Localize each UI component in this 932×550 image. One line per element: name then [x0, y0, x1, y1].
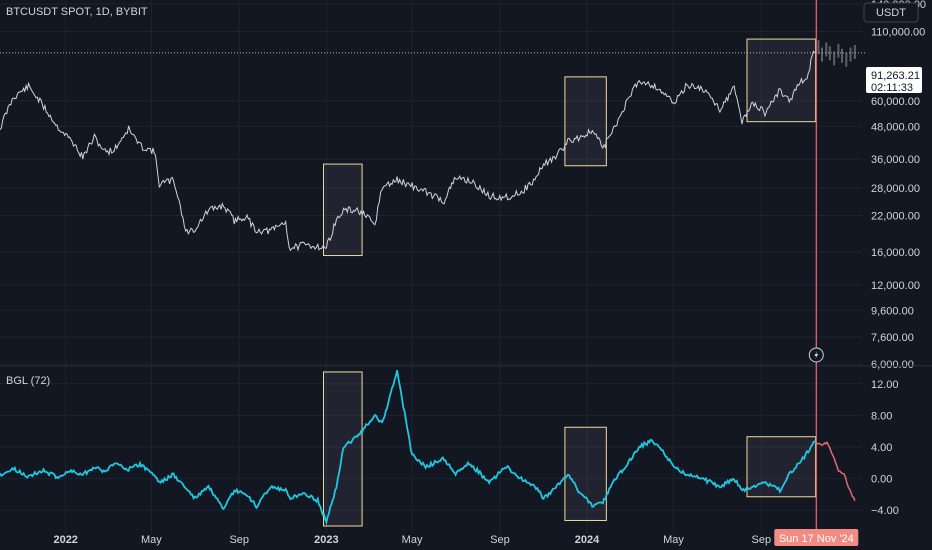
price-y-tick-label: 7,600.00: [871, 332, 914, 344]
price-y-tick-label: 48,000.00: [871, 121, 920, 133]
price-y-tick-label: 9,600.00: [871, 305, 914, 317]
price-y-tick-label: 12,000.00: [871, 280, 920, 292]
indicator-y-tick-label: −4.00: [871, 505, 899, 517]
symbol-title: BTCUSDT SPOT, 1D, BYBIT: [6, 6, 148, 18]
series-layer: [0, 40, 856, 526]
price-y-tick-label: 22,000.00: [871, 211, 920, 223]
cursor-date-label: Sun 17 Nov '24: [774, 529, 859, 546]
bar-countdown: 02:11:33: [871, 82, 913, 94]
x-tick-label: May: [141, 534, 162, 546]
lightning-icon[interactable]: [808, 347, 824, 363]
x-tick-label: Sep: [229, 534, 249, 546]
last-price-label: 91,263.21 02:11:33: [866, 67, 922, 94]
indicator-highlight-box: [746, 436, 817, 498]
x-tick-label: Sep: [752, 534, 772, 546]
price-series-line: [0, 50, 817, 252]
x-tick-label: Sep: [490, 534, 510, 546]
x-tick-label: May: [663, 534, 684, 546]
indicator-series-line: [0, 370, 817, 526]
x-tick-label: 2023: [314, 534, 338, 546]
price-y-tick-label: 16,000.00: [871, 247, 920, 259]
last-price-value: 91,263.21: [871, 70, 920, 82]
indicator-title: BGL (72): [6, 375, 50, 387]
currency-button-label[interactable]: USDT: [876, 7, 906, 19]
price-y-tick-label: 110,000.00: [871, 27, 925, 39]
price-y-tick-label: 60,000.00: [871, 96, 920, 108]
indicator-y-tick-label: 0.00: [871, 474, 892, 486]
indicator-projection-line: [815, 441, 856, 501]
grid-layer: [0, 0, 862, 534]
price-y-tick-label: 36,000.00: [871, 154, 920, 166]
currency-button-frame[interactable]: [863, 2, 919, 23]
indicator-y-tick-label: 8.00: [871, 410, 892, 422]
indicator-highlight-box: [564, 426, 607, 521]
currency-button[interactable]: USDT: [863, 2, 919, 23]
price-y-tick-label: 6,000.00: [871, 359, 914, 371]
indicator-y-tick-label: 12.00: [871, 379, 899, 391]
lightning-icon-bolt: [814, 351, 819, 359]
x-tick-label: May: [402, 534, 423, 546]
price-highlight-box: [564, 76, 607, 167]
cursor-date-label-bg: [774, 529, 859, 546]
price-y-tick-label: 28,000.00: [871, 183, 920, 195]
price-highlight-box: [746, 38, 817, 123]
x-tick-label: 2024: [575, 534, 600, 546]
cursor-date-text: Sun 17 Nov '24: [779, 533, 854, 545]
indicator-y-tick-label: 4.00: [871, 442, 892, 454]
last-price-label-bg: [866, 67, 922, 93]
x-tick-label: 2022: [53, 534, 77, 546]
